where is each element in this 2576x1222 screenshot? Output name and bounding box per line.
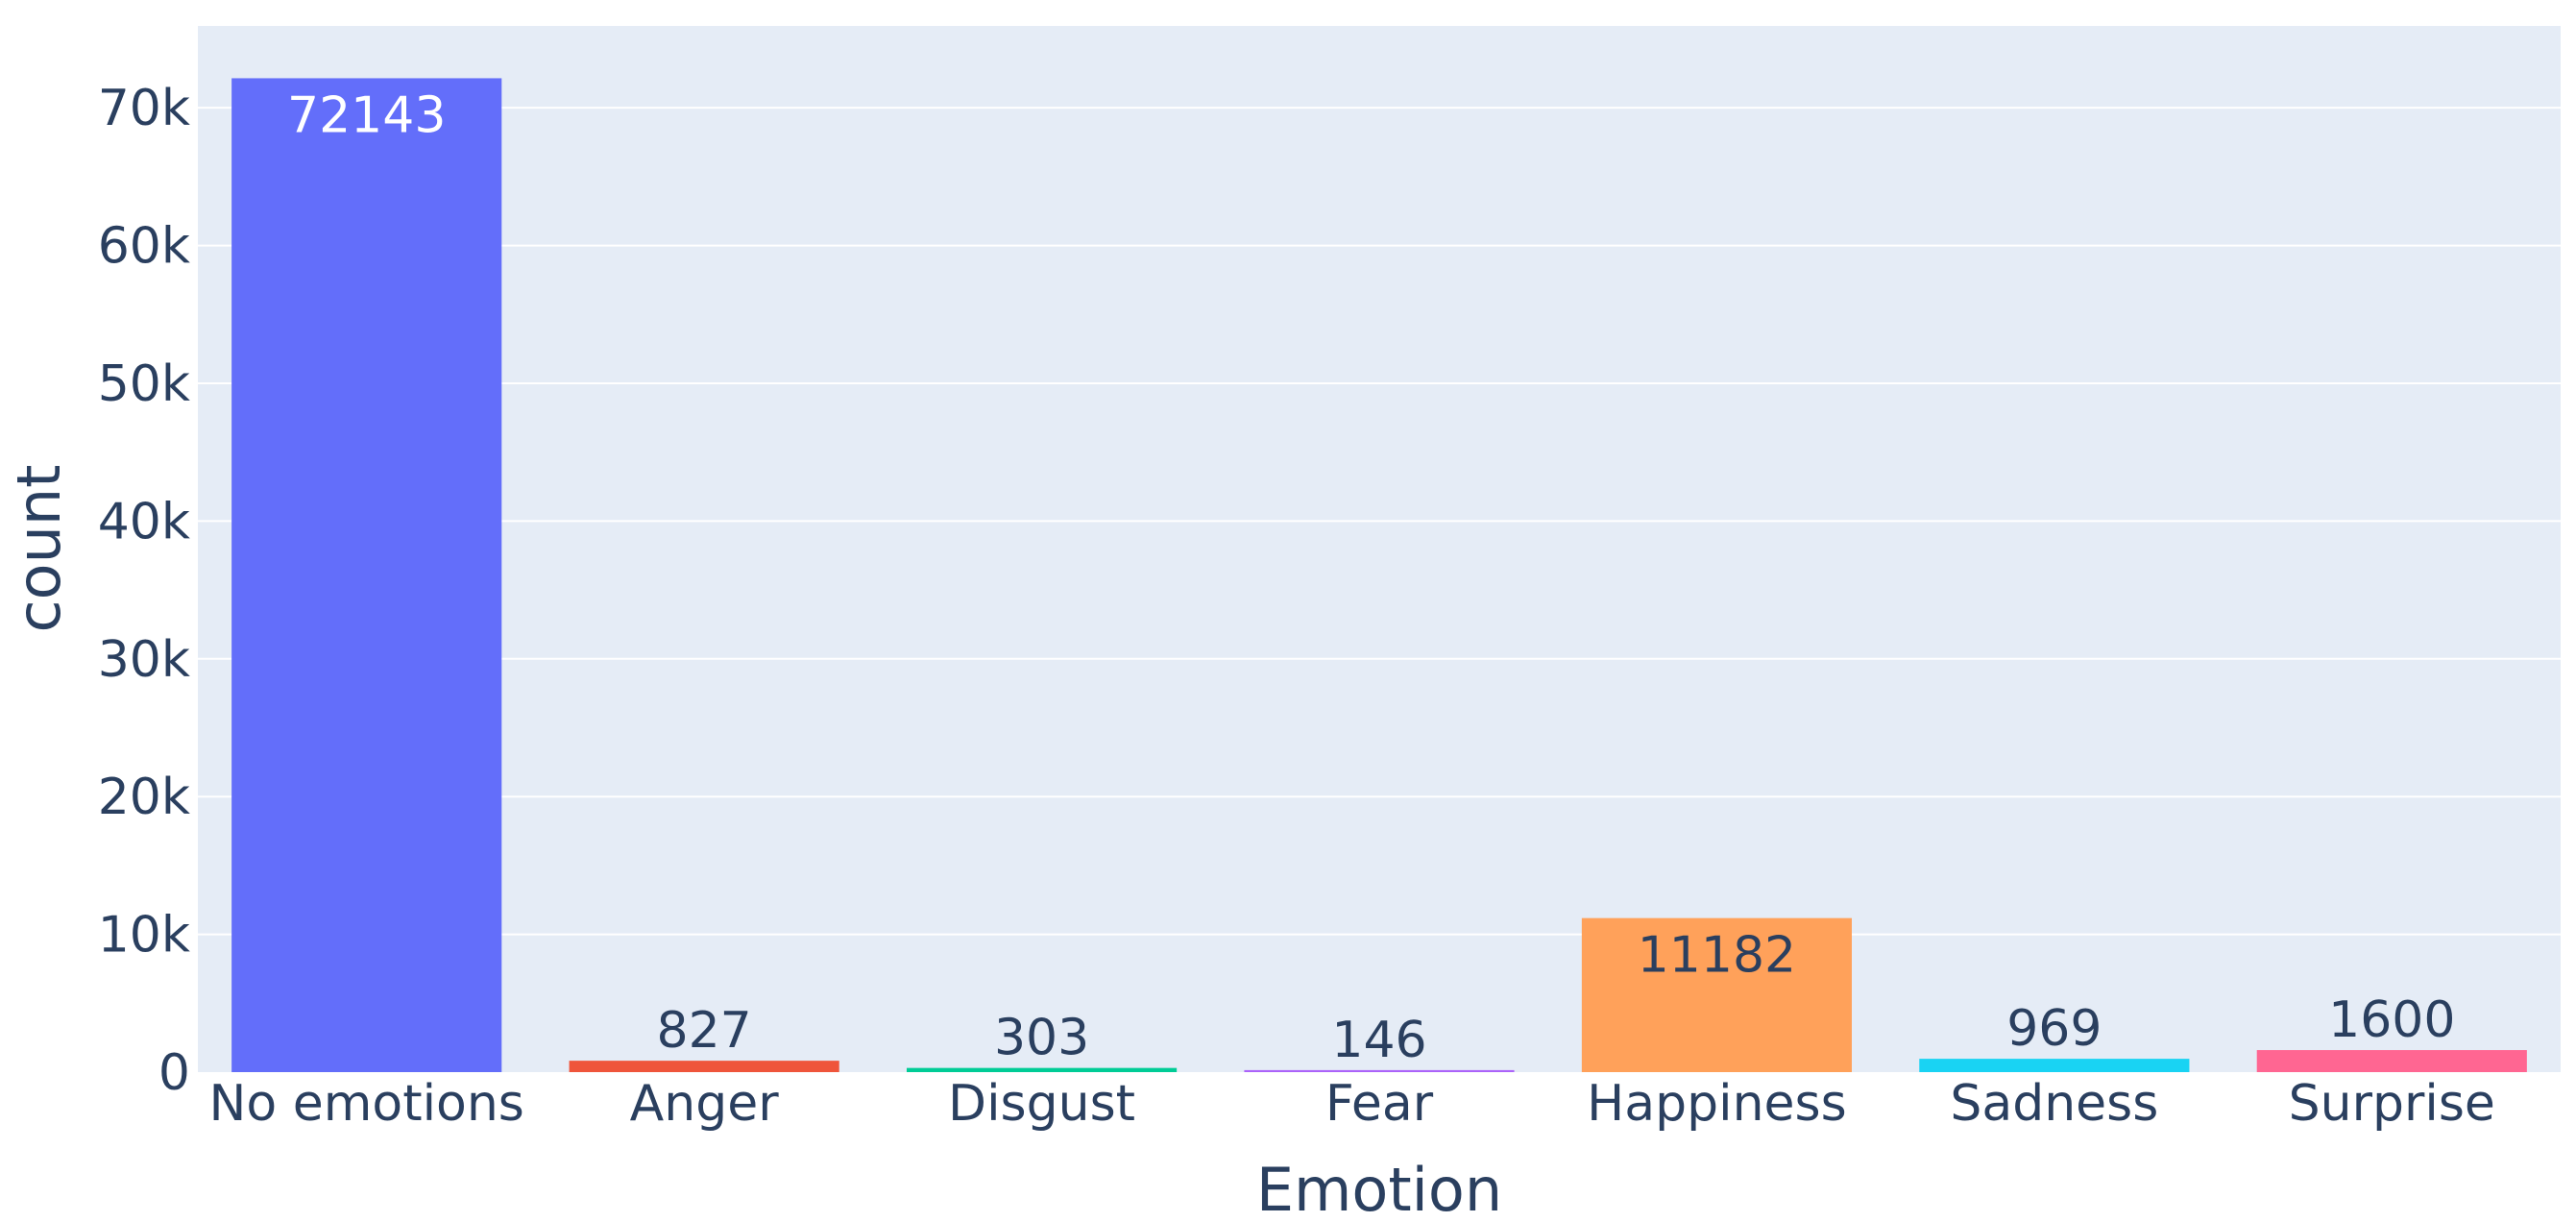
gridlines — [198, 107, 2561, 936]
data-labels: 72143 827 303 146 11182 969 1600 — [287, 86, 2455, 1068]
bars — [231, 78, 2527, 1072]
y-tick-label: 0 — [158, 1044, 190, 1102]
bar-surprise — [2256, 1050, 2527, 1072]
y-tick-label: 20k — [98, 769, 190, 826]
x-tick-label: Disgust — [948, 1075, 1135, 1133]
x-tick-label: Happiness — [1587, 1075, 1847, 1133]
bar-sadness — [1919, 1059, 2190, 1072]
y-axis-title: count — [4, 465, 74, 633]
y-tick-labels: 0 10k 20k 30k 40k 50k 60k 70k — [98, 80, 190, 1102]
data-label: 146 — [1331, 1012, 1426, 1069]
y-tick-label: 50k — [98, 355, 190, 413]
x-tick-labels: No emotions Anger Disgust Fear Happiness Sadn… — [209, 1075, 2495, 1133]
x-axis-title: Emotion — [1256, 1155, 1502, 1222]
x-tick-label: Anger — [630, 1075, 780, 1133]
y-tick-label: 40k — [98, 493, 190, 550]
y-tick-label: 10k — [98, 907, 190, 965]
bar-anger — [569, 1061, 839, 1072]
data-label: 11182 — [1638, 927, 1796, 985]
y-tick-label: 70k — [98, 80, 190, 137]
data-label: 72143 — [287, 86, 446, 144]
bar-no-emotions — [231, 78, 502, 1072]
x-tick-label: Sadness — [1950, 1075, 2158, 1133]
bar-disgust — [907, 1067, 1178, 1072]
x-tick-label: Surprise — [2289, 1075, 2495, 1133]
data-label: 303 — [994, 1010, 1089, 1067]
bar-fear — [1244, 1069, 1515, 1072]
data-label: 1600 — [2328, 991, 2455, 1049]
y-tick-label: 60k — [98, 218, 190, 276]
plot-area — [198, 26, 2561, 1072]
bar-happiness — [1581, 917, 1852, 1072]
x-tick-label: Fear — [1325, 1075, 1434, 1133]
data-label: 969 — [2006, 1000, 2102, 1058]
y-tick-label: 30k — [98, 631, 190, 689]
data-label: 827 — [657, 1002, 752, 1060]
x-tick-label: No emotions — [209, 1075, 524, 1133]
